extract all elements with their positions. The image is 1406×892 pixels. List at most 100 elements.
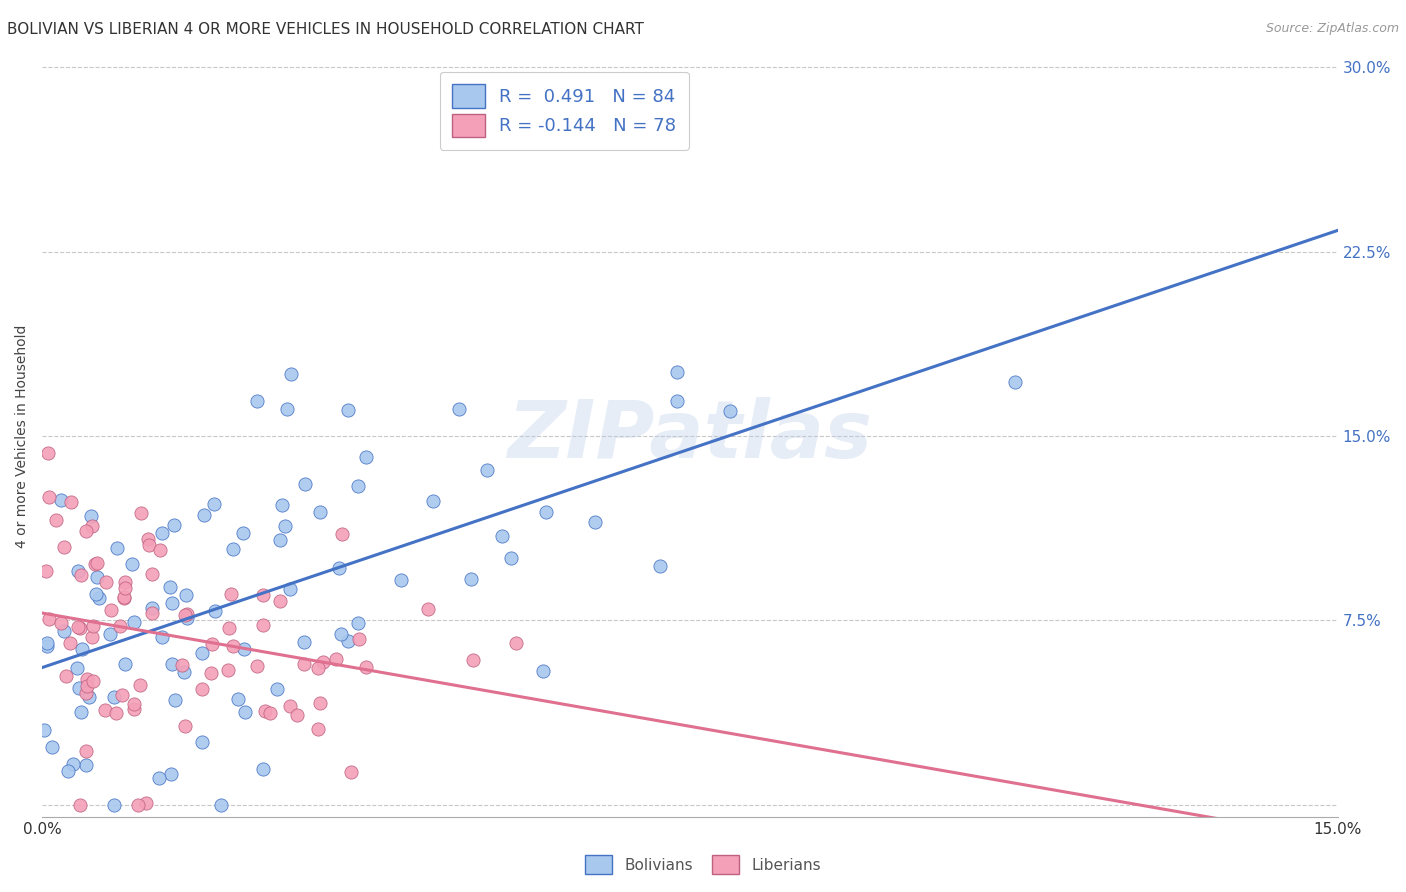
- Point: [475, 463, 498, 477]
- Point: [52, 624, 75, 639]
- Point: [499, 551, 522, 566]
- Point: [75, 758, 97, 772]
- Point: [138, 538, 160, 552]
- Point: [70, 642, 93, 657]
- Point: [149, 543, 172, 558]
- Point: [83, 557, 105, 571]
- Point: [285, 708, 308, 723]
- Point: [491, 529, 513, 543]
- Point: [202, 497, 225, 511]
- Point: [163, 517, 186, 532]
- Point: [94, 703, 117, 717]
- Point: [356, 659, 378, 673]
- Point: [416, 602, 439, 616]
- Point: [51, 492, 73, 507]
- Point: [309, 696, 332, 710]
- Point: [114, 657, 136, 672]
- Point: [259, 706, 281, 720]
- Point: [75, 524, 97, 538]
- Point: [422, 494, 444, 508]
- Point: [346, 479, 368, 493]
- Point: [190, 735, 212, 749]
- Legend: R =  0.491   N = 84, R = -0.144   N = 78: R = 0.491 N = 84, R = -0.144 N = 78: [440, 71, 689, 150]
- Point: [37, 445, 59, 459]
- Point: [100, 603, 122, 617]
- Point: [252, 617, 274, 632]
- Point: [122, 702, 145, 716]
- Point: [129, 506, 152, 520]
- Point: [111, 689, 134, 703]
- Point: [114, 574, 136, 589]
- Point: [69, 681, 91, 695]
- Point: [328, 561, 350, 575]
- Point: [124, 698, 146, 712]
- Point: [55, 669, 77, 683]
- Point: [59, 495, 82, 509]
- Point: [337, 634, 360, 648]
- Point: [75, 744, 97, 758]
- Point: [38, 490, 60, 504]
- Point: [531, 665, 554, 679]
- Point: [35, 564, 58, 578]
- Point: [37, 640, 59, 654]
- Point: [278, 582, 301, 597]
- Point: [136, 532, 159, 546]
- Point: [307, 723, 329, 737]
- Point: [66, 565, 89, 579]
- Point: [59, 636, 82, 650]
- Point: [173, 665, 195, 679]
- Point: [312, 655, 335, 669]
- Point: [347, 616, 370, 631]
- Point: [105, 706, 128, 721]
- Point: [67, 620, 90, 634]
- Point: [96, 575, 118, 590]
- Point: [160, 657, 183, 671]
- Point: [461, 653, 484, 667]
- Point: [536, 505, 558, 519]
- Point: [219, 586, 242, 600]
- Point: [80, 509, 103, 524]
- Point: [246, 659, 269, 673]
- Point: [666, 366, 689, 380]
- Text: BOLIVIAN VS LIBERIAN 4 OR MORE VEHICLES IN HOUSEHOLD CORRELATION CHART: BOLIVIAN VS LIBERIAN 4 OR MORE VEHICLES …: [7, 22, 644, 37]
- Point: [45, 513, 67, 527]
- Point: [165, 693, 187, 707]
- Point: [35, 636, 58, 650]
- Text: Source: ZipAtlas.com: Source: ZipAtlas.com: [1265, 22, 1399, 36]
- Point: [271, 499, 294, 513]
- Point: [232, 641, 254, 656]
- Point: [191, 682, 214, 697]
- Point: [148, 771, 170, 785]
- Point: [330, 526, 353, 541]
- Point: [76, 672, 98, 686]
- Point: [141, 601, 163, 615]
- Point: [232, 525, 254, 540]
- Point: [86, 556, 108, 570]
- Point: [349, 632, 371, 646]
- Point: [70, 567, 93, 582]
- Point: [51, 615, 73, 630]
- Point: [1004, 375, 1026, 389]
- Point: [98, 627, 121, 641]
- Point: [226, 691, 249, 706]
- Point: [254, 704, 277, 718]
- Point: [69, 621, 91, 635]
- Point: [141, 566, 163, 581]
- Point: [66, 661, 89, 675]
- Point: [141, 606, 163, 620]
- Point: [204, 604, 226, 618]
- Point: [38, 612, 60, 626]
- Point: [252, 762, 274, 776]
- Point: [108, 619, 131, 633]
- Point: [114, 581, 136, 595]
- Point: [209, 797, 232, 812]
- Point: [159, 766, 181, 780]
- Point: [200, 637, 222, 651]
- Point: [292, 657, 315, 671]
- Point: [340, 764, 363, 779]
- Point: [280, 368, 302, 382]
- Point: [121, 558, 143, 572]
- Point: [62, 756, 84, 771]
- Point: [307, 661, 329, 675]
- Point: [103, 690, 125, 705]
